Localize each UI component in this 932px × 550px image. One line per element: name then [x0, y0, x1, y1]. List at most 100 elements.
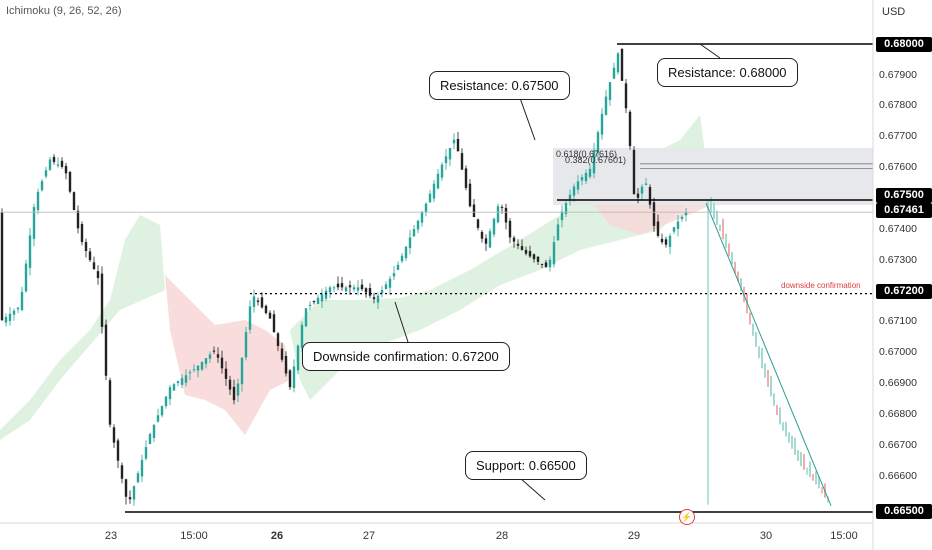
- candle-body: [652, 202, 656, 226]
- candle-body: [368, 288, 372, 296]
- candle-body: [632, 149, 636, 195]
- lightning-icon[interactable]: ⚡: [679, 509, 695, 525]
- projection-candle: [794, 437, 796, 455]
- candle-body: [240, 357, 244, 385]
- candle-body: [136, 473, 140, 483]
- price-badge-resistance: 0.67500: [876, 188, 932, 203]
- candle-body: [428, 193, 432, 203]
- candle-body: [416, 220, 420, 230]
- candle-body: [528, 251, 532, 257]
- indicator-label[interactable]: Ichimoku (9, 26, 52, 26): [6, 5, 122, 17]
- callout-confirmation[interactable]: Downside confirmation: 0.67200: [302, 342, 510, 371]
- candle-body: [200, 361, 204, 370]
- candle-body: [532, 254, 536, 260]
- candle-body: [228, 379, 232, 390]
- projection-candle: [758, 346, 760, 359]
- candle-body: [580, 177, 584, 181]
- candle-body: [432, 183, 436, 199]
- candle-body: [196, 365, 200, 371]
- projection-candle: [761, 348, 763, 369]
- candle-body: [396, 264, 400, 270]
- candle-body: [312, 301, 316, 303]
- candle-body: [132, 486, 136, 500]
- projection-candle: [809, 461, 811, 478]
- candle-body: [684, 212, 688, 216]
- candle-body: [120, 465, 124, 479]
- price-badge-support: 0.66500: [876, 504, 932, 519]
- y-tick-label: 0.66600: [879, 470, 917, 482]
- projection-candle: [803, 454, 805, 470]
- y-tick-label: 0.67900: [879, 69, 917, 81]
- callout-resistance-680[interactable]: Resistance: 0.68000: [657, 58, 798, 87]
- projection-candle: [773, 393, 775, 406]
- projection-candle: [725, 233, 727, 248]
- callout-support[interactable]: Support: 0.66500: [465, 451, 587, 480]
- candle-body: [52, 156, 56, 162]
- candle-body: [100, 273, 104, 327]
- candle-body: [316, 297, 320, 304]
- candle-body: [388, 278, 392, 288]
- candle-body: [484, 238, 488, 244]
- y-tick-label: 0.67400: [879, 223, 917, 235]
- candle-body: [124, 479, 128, 497]
- candle-body: [4, 317, 8, 323]
- candle-body: [128, 497, 132, 500]
- candle-body: [556, 224, 560, 241]
- x-tick-label: 28: [495, 530, 509, 542]
- candle-body: [68, 171, 72, 192]
- projection-trend-line: [705, 202, 832, 506]
- candle-body: [552, 242, 556, 265]
- candle-body: [664, 239, 668, 245]
- candle-body: [576, 181, 580, 190]
- projection-candle: [731, 251, 733, 265]
- confirmation-note: downside confirmation: [781, 281, 861, 290]
- candle-body: [596, 132, 600, 153]
- candle-body: [464, 168, 468, 188]
- candle-body: [284, 355, 288, 374]
- projection-candle: [779, 407, 781, 425]
- candle-body: [340, 283, 344, 288]
- candle-body: [88, 251, 92, 260]
- projection-candle: [806, 467, 808, 475]
- candle-body: [192, 369, 196, 371]
- x-tick-label: 23: [104, 530, 118, 542]
- projection-candle: [800, 452, 802, 467]
- candle-body: [304, 308, 308, 327]
- candle-body: [16, 307, 20, 310]
- candle-body: [24, 263, 28, 292]
- y-tick-label: 0.66800: [879, 408, 917, 420]
- level-lines: [0, 43, 873, 513]
- candle-body: [180, 378, 184, 385]
- projection-candle: [755, 331, 757, 348]
- candle-body: [76, 210, 80, 229]
- x-tick-label: 15:00: [830, 530, 858, 542]
- candle-body: [36, 191, 40, 210]
- callout-resistance-675[interactable]: Resistance: 0.67500: [429, 71, 570, 100]
- candle-body: [300, 324, 304, 348]
- candle-body: [392, 273, 396, 277]
- candle-body: [84, 241, 88, 251]
- candle-body: [640, 186, 644, 194]
- price-badge-current: 0.67461: [876, 203, 932, 218]
- candle-body: [160, 405, 164, 416]
- candle-body: [592, 150, 596, 174]
- candle-body: [400, 255, 404, 262]
- projection-candle: [782, 422, 784, 431]
- candle-body: [40, 181, 44, 191]
- candle-body: [252, 296, 256, 307]
- candle-body: [28, 235, 32, 268]
- candle-body: [380, 290, 384, 294]
- candle-body: [112, 427, 116, 443]
- candle-body: [224, 368, 228, 379]
- y-tick-label: 0.67100: [879, 315, 917, 327]
- candle-body: [108, 380, 112, 425]
- candle-body: [188, 372, 192, 374]
- callout-pointer: [519, 477, 546, 501]
- candle-body: [508, 220, 512, 238]
- candle-body: [236, 383, 240, 396]
- projection-candle: [719, 224, 721, 231]
- candle-body: [444, 156, 448, 164]
- projection-candle: [776, 405, 778, 416]
- fib-382-label: 0.382(0.67601): [565, 155, 627, 165]
